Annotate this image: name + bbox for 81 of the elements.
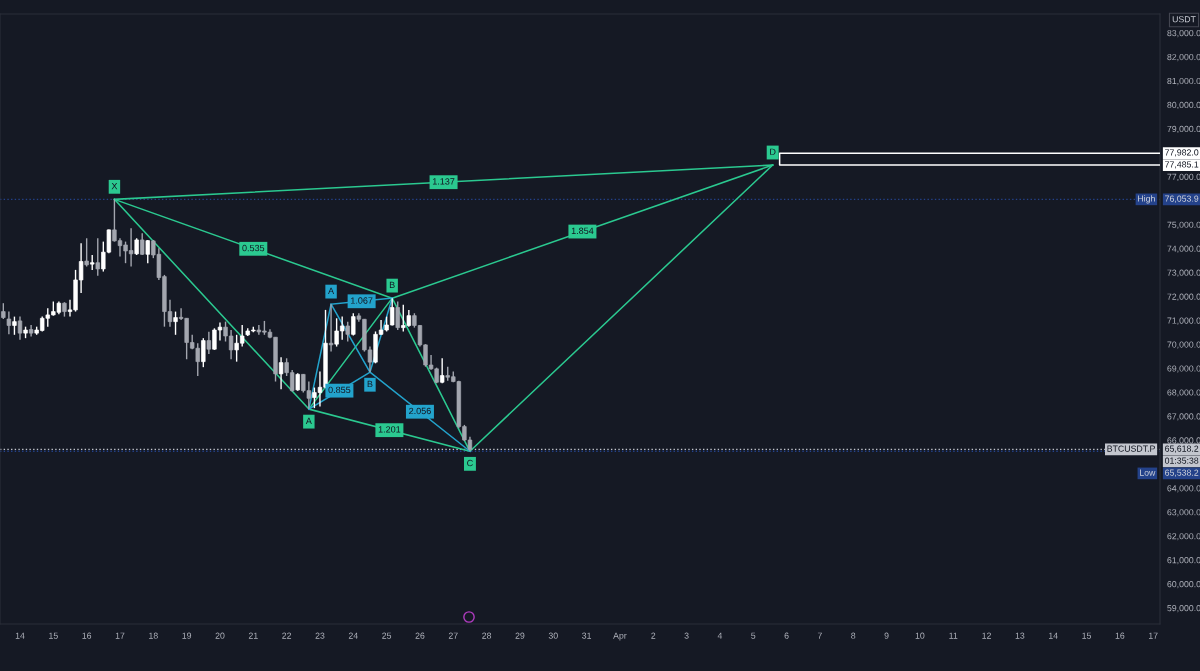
x-tick-label: 8 bbox=[851, 632, 856, 639]
ref-line-label: BTCUSDT.P bbox=[1107, 445, 1155, 452]
x-tick-label: 29 bbox=[515, 632, 525, 639]
x-tick-label: 9 bbox=[884, 632, 889, 639]
x-tick-label: 23 bbox=[315, 632, 325, 639]
y-tick-label: 69,000.0 bbox=[1167, 365, 1200, 373]
x-tick-label: 16 bbox=[1115, 632, 1125, 639]
x-tick-label: 19 bbox=[182, 632, 192, 639]
annotation: 1.201 bbox=[378, 426, 401, 433]
annotation: 76,053.9 bbox=[1165, 195, 1199, 203]
y-tick-label: 82,000.0 bbox=[1167, 53, 1200, 62]
y-tick-label: 71,000.0 bbox=[1167, 317, 1200, 325]
y-tick-label: 66,000.0 bbox=[1167, 437, 1200, 445]
x-tick-label: 5 bbox=[751, 632, 756, 639]
x-tick-label: 20 bbox=[215, 632, 225, 639]
y-tick-label: 74,000.0 bbox=[1167, 245, 1200, 253]
annotation: B bbox=[367, 380, 373, 388]
x-tick-label: 21 bbox=[248, 632, 258, 639]
x-tick-label: 10 bbox=[915, 632, 925, 639]
x-tick-label: 14 bbox=[15, 632, 25, 639]
x-tick-label: 24 bbox=[348, 632, 358, 639]
legend-label: Low bbox=[1140, 469, 1156, 476]
annotation: 0.855 bbox=[328, 386, 351, 394]
x-tick-label: 13 bbox=[1015, 632, 1025, 639]
y-tick-label: 73,000.0 bbox=[1167, 269, 1200, 277]
x-tick-label: 17 bbox=[115, 632, 125, 639]
x-tick-label: 30 bbox=[548, 632, 558, 639]
x-tick-label: 22 bbox=[282, 632, 292, 639]
annotation: X bbox=[111, 182, 118, 190]
annotation: 1.854 bbox=[571, 227, 594, 234]
y-tick-label: 70,000.0 bbox=[1167, 341, 1200, 349]
x-tick-label: 31 bbox=[582, 632, 592, 639]
x-tick-label: 12 bbox=[982, 632, 991, 639]
annotation: 1.067 bbox=[351, 297, 373, 304]
x-tick-label: 3 bbox=[684, 632, 689, 639]
annotation: 65,538.2 bbox=[1165, 469, 1199, 477]
annotation: A bbox=[305, 417, 312, 424]
annotation: C bbox=[467, 459, 473, 467]
x-tick-label: 18 bbox=[149, 632, 158, 639]
x-tick-label: 2 bbox=[651, 632, 656, 639]
x-tick-label: Apr bbox=[613, 632, 627, 641]
x-tick-label: 14 bbox=[1049, 632, 1058, 639]
y-tick-label: 67,000.0 bbox=[1167, 413, 1200, 421]
y-tick-label: 64,000.0 bbox=[1167, 485, 1200, 493]
y-tick-label: 61,000.0 bbox=[1167, 557, 1200, 565]
y-tick-label: 72,000.0 bbox=[1167, 293, 1200, 301]
x-tick-label: 11 bbox=[949, 632, 958, 639]
x-tick-label: 27 bbox=[448, 632, 458, 639]
x-tick-label: 4 bbox=[717, 632, 723, 639]
y-tick-label: 77,000.0 bbox=[1167, 173, 1200, 181]
annotation: 2.056 bbox=[409, 407, 431, 415]
y-tick-label: 81,000.0 bbox=[1167, 77, 1200, 86]
annotation: 01:35:38 bbox=[1164, 457, 1199, 464]
annotation: D bbox=[770, 148, 776, 155]
x-tick-label: 15 bbox=[49, 632, 58, 639]
y-tick-label: 63,000.0 bbox=[1167, 509, 1200, 517]
x-tick-label: 15 bbox=[1082, 632, 1092, 639]
y-tick-label: 79,000.0 bbox=[1167, 125, 1200, 134]
annotation: 65,618.2 bbox=[1165, 445, 1199, 453]
ref-line-label: High bbox=[1138, 195, 1155, 204]
x-tick-label: 16 bbox=[82, 632, 92, 639]
y-tick-label: 60,000.0 bbox=[1167, 581, 1200, 589]
y-tick-label: 62,000.0 bbox=[1167, 533, 1200, 541]
annotation: 77,485.1 bbox=[1165, 161, 1199, 169]
annotation: 0.535 bbox=[242, 244, 265, 252]
x-tick-label: 6 bbox=[784, 632, 789, 639]
x-tick-label: 25 bbox=[382, 632, 392, 639]
y-tick-label: 59,000.0 bbox=[1167, 605, 1200, 613]
text: USDT bbox=[1172, 16, 1196, 23]
y-tick-label: 75,000.0 bbox=[1167, 221, 1200, 229]
y-tick-label: 68,000.0 bbox=[1167, 389, 1200, 397]
x-tick-label: 28 bbox=[482, 632, 492, 639]
annotation: A bbox=[328, 287, 335, 294]
annotation: B bbox=[389, 281, 395, 288]
x-tick-label: 26 bbox=[415, 632, 425, 639]
y-tick-label: 83,000.0 bbox=[1167, 29, 1200, 38]
y-tick-label: 80,000.0 bbox=[1167, 101, 1200, 110]
x-tick-label: 7 bbox=[817, 632, 822, 639]
x-tick-label: 17 bbox=[1149, 632, 1158, 639]
annotation: 77,982.0 bbox=[1165, 149, 1199, 157]
annotation: 1.137 bbox=[432, 178, 455, 185]
